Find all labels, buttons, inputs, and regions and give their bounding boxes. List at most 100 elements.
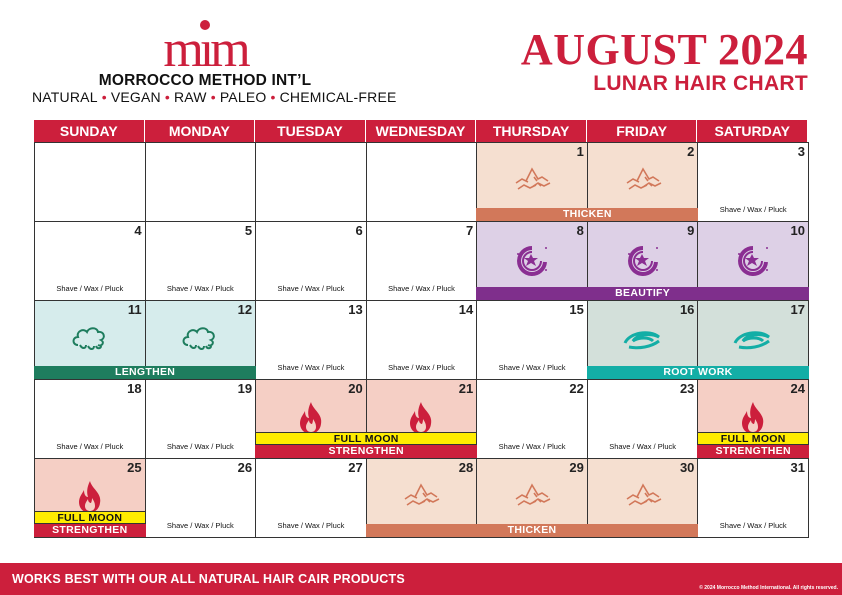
- day-number: 7: [466, 223, 474, 238]
- brand-name: MORROCCO METHOD INT’L: [98, 72, 312, 89]
- weekday-header: MONDAY: [144, 120, 256, 142]
- page-subtitle: LUNAR HAIR CHART: [593, 72, 808, 95]
- thicken-band: THICKEN: [476, 208, 699, 221]
- day-number: 2: [687, 144, 695, 159]
- wave-icon: [623, 331, 660, 350]
- shave-wax-pluck-note: Shave / Wax / Pluck: [277, 284, 345, 293]
- shave-wax-pluck-note: Shave / Wax / Pluck: [277, 363, 345, 372]
- day-number: 5: [244, 223, 253, 238]
- day-cell: 3 Shave / Wax / Pluck: [697, 142, 809, 222]
- mountains-icon: [405, 483, 440, 506]
- strengthen-band: STRENGTHEN: [34, 524, 146, 537]
- weekday-header: WEDNESDAY: [365, 120, 477, 142]
- shave-wax-pluck-note: Shave / Wax / Pluck: [498, 363, 566, 372]
- day-cell: 14 Shave / Wax / Pluck: [365, 300, 478, 380]
- copyright: © 2024 Morrocco Method International. Al…: [699, 585, 838, 591]
- day-cell: 13 Shave / Wax / Pluck: [255, 300, 367, 380]
- strengthen-band: STRENGTHEN: [697, 445, 809, 458]
- day-number: 22: [569, 381, 584, 396]
- day-cell: 22 Shave / Wax / Pluck: [476, 379, 588, 459]
- calendar-grid: SUNDAY MONDAY TUESDAY WEDNESDAY THURSDAY FRID…: [34, 120, 809, 538]
- shave-wax-pluck-note: Shave / Wax / Pluck: [719, 205, 787, 214]
- day-number: 17: [790, 302, 805, 317]
- flame-icon: [299, 402, 322, 434]
- shave-wax-pluck-note: Shave / Wax / Pluck: [56, 284, 124, 293]
- mountains-icon: [626, 483, 661, 506]
- tagline-item: RAW: [173, 89, 207, 105]
- day-cell: 26 Shave / Wax / Pluck: [144, 458, 257, 538]
- beautify-band: BEAUTIFY: [476, 287, 809, 300]
- star-swirl-icon: [517, 246, 548, 276]
- day-number: 20: [348, 381, 363, 396]
- tagline-item: CHEMICAL-FREE: [279, 89, 397, 105]
- mountains-icon: [515, 167, 551, 190]
- shave-wax-pluck-note: Shave / Wax / Pluck: [277, 521, 345, 530]
- day-number: 15: [569, 302, 584, 317]
- weekday-header: TUESDAY: [255, 120, 366, 142]
- day-cell: 19 Shave / Wax / Pluck: [144, 379, 257, 459]
- day-number: 9: [687, 223, 695, 238]
- weekday-header: FRIDAY: [586, 120, 698, 142]
- weekday-header: SATURDAY: [697, 120, 808, 142]
- cloud-icon: [182, 327, 216, 350]
- star-swirl-icon: [627, 246, 658, 276]
- thicken-band: THICKEN: [365, 524, 699, 537]
- mim-logo: mım: [163, 20, 254, 70]
- shave-wax-pluck-note: Shave / Wax / Pluck: [609, 442, 677, 451]
- day-cell: 27 Shave / Wax / Pluck: [255, 458, 367, 538]
- flame-icon: [742, 402, 764, 434]
- day-number: 23: [679, 381, 695, 396]
- day-number: 12: [237, 302, 253, 317]
- empty-cell: [34, 142, 146, 222]
- day-cell: 15 Shave / Wax / Pluck: [476, 300, 588, 380]
- mountains-icon: [626, 167, 661, 190]
- shave-wax-pluck-note: Shave / Wax / Pluck: [166, 442, 234, 451]
- tagline: NATURAL • VEGAN • RAW • PALEO • CHEMICAL-FREE: [32, 89, 397, 105]
- lengthen-band: LENGTHEN: [34, 366, 257, 379]
- day-number: 8: [576, 223, 584, 238]
- cloud-icon: [72, 327, 105, 350]
- day-number: 4: [134, 223, 142, 238]
- day-number: 26: [237, 460, 253, 475]
- day-number: 30: [679, 460, 695, 475]
- page-title: AUGUST 2024: [520, 25, 808, 74]
- day-number: 27: [348, 460, 363, 475]
- wave-icon: [733, 331, 771, 350]
- day-number: 10: [790, 223, 805, 238]
- shave-wax-pluck-note: Shave / Wax / Pluck: [719, 521, 787, 530]
- shave-wax-pluck-note: Shave / Wax / Pluck: [56, 442, 124, 451]
- day-number: 3: [797, 144, 805, 159]
- day-number: 29: [569, 460, 584, 475]
- day-number: 24: [790, 381, 805, 396]
- day-number: 13: [348, 302, 363, 317]
- day-number: 31: [790, 460, 805, 475]
- shave-wax-pluck-note: Shave / Wax / Pluck: [166, 284, 234, 293]
- day-number: 19: [237, 381, 253, 396]
- day-number: 6: [355, 223, 363, 238]
- empty-cell: [365, 142, 478, 222]
- day-cell: 23 Shave / Wax / Pluck: [586, 379, 699, 459]
- mountains-icon: [515, 483, 551, 506]
- day-cell: 6 Shave / Wax / Pluck: [255, 221, 367, 301]
- strengthen-band: STRENGTHEN: [255, 445, 478, 458]
- weekday-header: SUNDAY: [34, 120, 145, 142]
- shave-wax-pluck-note: Shave / Wax / Pluck: [388, 363, 455, 372]
- tagline-item: NATURAL: [32, 89, 98, 105]
- flame-icon: [78, 481, 101, 513]
- tagline-item: VEGAN: [110, 89, 161, 105]
- day-cell: 7 Shave / Wax / Pluck: [365, 221, 478, 301]
- svg-text:mım: mım: [163, 21, 250, 70]
- full-moon-band: FULL MOON: [34, 511, 146, 524]
- footer-text: WORKS BEST WITH OUR ALL NATURAL HAIR CAI…: [12, 572, 405, 586]
- day-number: 11: [127, 302, 142, 317]
- tagline-item: PALEO: [219, 89, 267, 105]
- day-number: 18: [127, 381, 142, 396]
- day-number: 14: [458, 302, 474, 317]
- day-number: 16: [679, 302, 695, 317]
- day-number: 25: [127, 460, 142, 475]
- flame-icon: [410, 402, 432, 434]
- shave-wax-pluck-note: Shave / Wax / Pluck: [388, 284, 455, 293]
- full-moon-band: FULL MOON: [697, 432, 809, 445]
- star-swirl-icon: [738, 246, 769, 276]
- shave-wax-pluck-note: Shave / Wax / Pluck: [166, 521, 234, 530]
